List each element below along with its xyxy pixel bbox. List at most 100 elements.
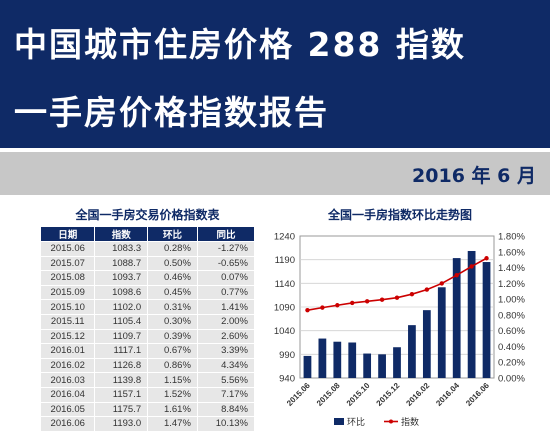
x-tick-label: 2015.10 [345, 381, 372, 408]
table-body: 2015.06 1083.3 0.28% -1.27% 2015.07 1088.7 0.5… [39, 241, 256, 432]
bar-huanbi [348, 342, 357, 378]
table-row: 2016.02 1126.8 0.86% 4.34% [39, 357, 256, 374]
table-cell: -0.65% [196, 255, 256, 272]
table-cell: 2015.07 [39, 255, 96, 272]
bar-huanbi [452, 258, 461, 378]
table-row: 2016.06 1193.0 1.47% 10.13% [39, 416, 256, 432]
bar-huanbi [318, 338, 327, 378]
point-zhishu [439, 281, 444, 286]
report-title-line1: 中国城市住房价格 288 指数 [14, 25, 466, 64]
point-zhishu [454, 273, 459, 278]
table-cell: 2016.05 [39, 401, 96, 418]
table-title: 全国一手房交易价格指数表 [75, 208, 220, 222]
table-cell: 1.15% [147, 372, 198, 388]
bar-huanbi [378, 354, 386, 378]
report-date: 2016 年 6 月 [412, 165, 536, 187]
point-zhishu [320, 305, 325, 310]
y-left-tick-label: 940 [279, 374, 295, 385]
legend-marker-zhishu [389, 419, 393, 424]
table-cell: 5.56% [196, 372, 256, 388]
table-cell: 1193.0 [94, 416, 149, 432]
table-cell: 0.31% [147, 299, 198, 315]
table-cell: 2015.10 [39, 299, 96, 315]
table-cell: 7.17% [196, 386, 256, 403]
x-tick-label: 2016.06 [464, 381, 491, 408]
y-left-tick-label: 1040 [274, 326, 295, 337]
date-bar: 2016 年 6 月 [0, 152, 550, 195]
point-zhishu [394, 295, 400, 300]
table-row: 2015.10 1102.0 0.31% 1.41% [39, 299, 256, 315]
y-right-tick-label: 1.00% [498, 295, 525, 306]
table-header-row: 日期 指数 环比 同比 [39, 226, 256, 242]
point-zhishu [409, 291, 415, 297]
table-cell: 2016.04 [39, 386, 96, 403]
table-cell: 0.07% [196, 270, 256, 286]
table-cell: 0.39% [147, 328, 198, 345]
point-zhishu [305, 307, 310, 313]
y-right-tick-label: 1.60% [498, 247, 525, 258]
x-tick-label: 2015.12 [375, 381, 402, 408]
bar-huanbi [303, 355, 312, 378]
table-cell: 2015.12 [39, 328, 96, 345]
table-cell: 1117.1 [94, 343, 149, 359]
index-table: 日期 指数 环比 同比 2015.06 1083.3 0.28% -1.27% 2015.07… [39, 226, 256, 432]
point-zhishu [484, 256, 489, 261]
bar-huanbi [467, 250, 476, 378]
table-cell: 2.00% [196, 313, 256, 330]
x-tick-label: 2016.04 [434, 381, 461, 408]
table-cell: 1109.7 [94, 328, 149, 345]
table-row: 2015.08 1093.7 0.46% 0.07% [39, 270, 256, 286]
bar-huanbi [437, 287, 446, 378]
table-cell: 1157.1 [94, 386, 149, 403]
point-zhishu [350, 300, 355, 306]
point-zhishu [364, 299, 370, 304]
y-right-tick-label: 0.00% [498, 374, 525, 385]
table-cell: 1088.7 [94, 255, 149, 272]
x-tick-label: 2016.02 [404, 381, 431, 408]
point-zhishu [469, 264, 474, 269]
y-left-tick-label: 1190 [275, 255, 295, 266]
y-left-tick-label: 990 [279, 350, 295, 361]
table-cell: 2016.06 [39, 416, 96, 432]
table-cell: 2016.02 [39, 357, 96, 374]
table-cell: 1083.3 [94, 241, 149, 257]
x-tick-label: 2015.06 [285, 381, 312, 408]
table-header-cell: 指数 [94, 226, 149, 242]
legend-label-huanbi: 环比 [347, 416, 365, 427]
y-right-tick-label: 0.60% [498, 326, 525, 337]
table-cell: 4.34% [196, 357, 256, 374]
point-zhishu [424, 287, 430, 292]
y-left-tick-label: 1240 [274, 232, 295, 243]
bar-huanbi [333, 341, 342, 378]
chart-title: 全国一手房指数环比走势图 [327, 208, 472, 222]
table-header-cell: 日期 [39, 226, 96, 242]
y-right-tick-label: 0.40% [498, 342, 525, 353]
y-left-tick-label: 1090 [274, 303, 295, 314]
table-header-cell: 环比 [147, 226, 198, 242]
bar-huanbi [482, 262, 491, 378]
table-cell: 1.61% [147, 401, 198, 418]
table-cell: 10.13% [196, 416, 256, 432]
legend-swatch-huanbi [334, 418, 344, 425]
bar-huanbi [408, 325, 416, 378]
table-cell: -1.27% [196, 241, 256, 257]
y-right-tick-label: 1.80% [498, 232, 525, 243]
y-right-tick-label: 1.40% [498, 263, 525, 274]
table-cell: 1175.7 [94, 401, 149, 418]
table-row: 2015.09 1098.6 0.45% 0.77% [39, 284, 256, 301]
point-zhishu [379, 297, 385, 302]
y-left-tick-label: 1140 [275, 279, 295, 290]
table-cell: 0.50% [147, 255, 198, 272]
y-right-tick-label: 0.20% [498, 358, 525, 369]
table-cell: 1126.8 [94, 357, 149, 374]
table-cell: 0.45% [147, 284, 198, 301]
bar-huanbi [363, 353, 372, 378]
table-header-cell: 同比 [196, 226, 256, 242]
bar-huanbi [422, 310, 431, 378]
bar-huanbi [393, 347, 401, 378]
legend-label-zhishu: 指数 [401, 416, 419, 427]
report-title-line2: 一手房价格指数报告 [14, 93, 329, 132]
y-right-tick-label: 1.20% [498, 279, 525, 290]
table-cell: 3.39% [196, 343, 256, 359]
